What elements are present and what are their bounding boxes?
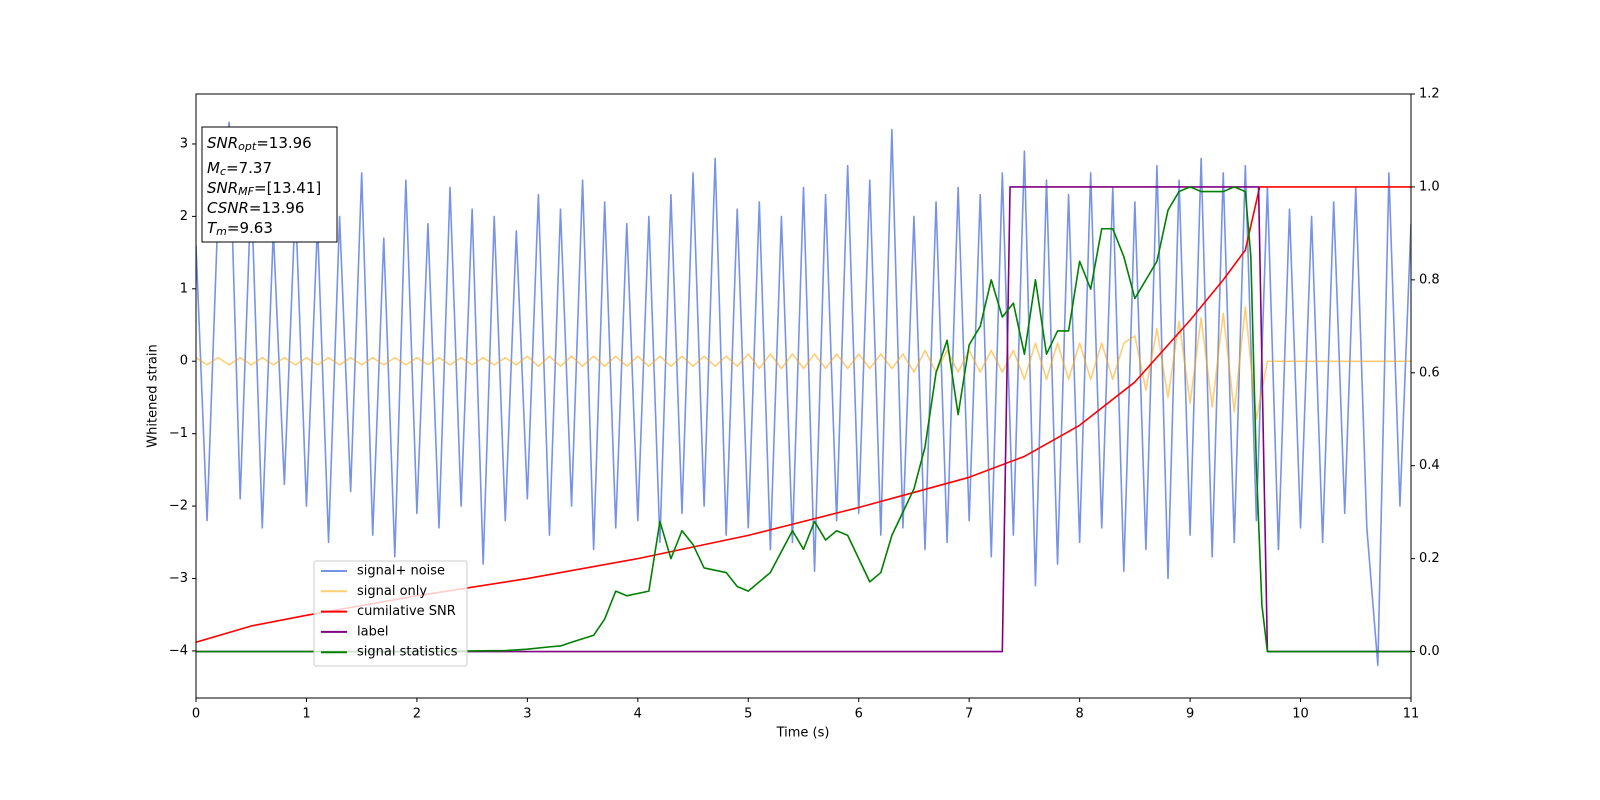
x-axis-label: Time (s) <box>776 726 830 741</box>
x-tick-label: 9 <box>1186 707 1194 722</box>
y2-tick-label: 1.0 <box>1419 179 1440 194</box>
annotation-var: T <box>207 219 218 237</box>
series-line <box>196 186 1411 653</box>
legend-label: label <box>357 624 388 639</box>
annotation-text: =9.63 <box>227 219 273 237</box>
y-tick-label: −2 <box>169 499 188 514</box>
annotation-text: =[13.41] <box>254 179 321 197</box>
annotation-box <box>201 126 338 243</box>
annotation-line: SNRopt=13.96 <box>207 134 312 154</box>
annotation-text: =7.37 <box>226 159 272 177</box>
annotation-text: =13.96 <box>249 199 305 217</box>
series-line <box>196 306 1411 420</box>
legend-label: signal statistics <box>357 645 458 660</box>
annotation-sub: MF <box>238 185 254 198</box>
y2-tick-label: 0.2 <box>1419 551 1440 566</box>
y-tick-label: 1 <box>180 281 188 296</box>
y-tick-label: 3 <box>180 136 188 151</box>
annotation-line: Mc=7.37 <box>207 159 272 179</box>
series-line <box>196 121 1411 667</box>
x-tick-label: 0 <box>192 707 200 722</box>
x-tick-label: 6 <box>855 707 863 722</box>
x-tick-label: 4 <box>634 707 642 722</box>
y-axis-label: Whitened strain <box>146 344 161 447</box>
annotation-line: SNRMF=[13.41] <box>207 179 321 199</box>
annotation-text: =13.96 <box>256 134 312 152</box>
annotation-sub: c <box>220 165 226 178</box>
annotation-var: SNR <box>207 134 238 152</box>
x-tick-label: 3 <box>523 707 531 722</box>
x-tick-label: 5 <box>744 707 752 722</box>
annotation-var: CSNR <box>207 199 249 217</box>
annotation-sub: opt <box>238 140 257 153</box>
x-tick-label: 11 <box>1403 707 1420 722</box>
plot-frame <box>195 93 1412 699</box>
annotation-var: M <box>207 159 220 177</box>
y2-tick-label: 0.4 <box>1419 458 1440 473</box>
legend-label: cumilative SNR <box>357 604 456 619</box>
annotation-sub: m <box>216 225 227 238</box>
x-tick-label: 10 <box>1292 707 1309 722</box>
y2-tick-label: 0.0 <box>1419 644 1440 659</box>
y-tick-label: 0 <box>180 354 188 369</box>
y-tick-label: −1 <box>169 426 188 441</box>
x-tick-label: 7 <box>965 707 973 722</box>
legend-label: signal only <box>357 584 427 599</box>
x-tick-label: 1 <box>302 707 310 722</box>
y2-tick-label: 0.8 <box>1419 272 1440 287</box>
y-tick-label: −4 <box>169 643 188 658</box>
x-tick-label: 2 <box>413 707 421 722</box>
x-tick-label: 8 <box>1075 707 1083 722</box>
annotation-line: CSNR=13.96 <box>207 199 304 217</box>
annotation-var: SNR <box>207 179 238 197</box>
y-tick-label: −3 <box>169 571 188 586</box>
y2-tick-label: 0.6 <box>1419 365 1440 380</box>
annotation-line: Tm=9.63 <box>207 219 273 239</box>
legend-box <box>313 560 468 667</box>
legend-label: signal+ noise <box>357 564 445 579</box>
y-tick-label: 2 <box>180 209 188 224</box>
y2-tick-label: 1.2 <box>1419 87 1440 102</box>
